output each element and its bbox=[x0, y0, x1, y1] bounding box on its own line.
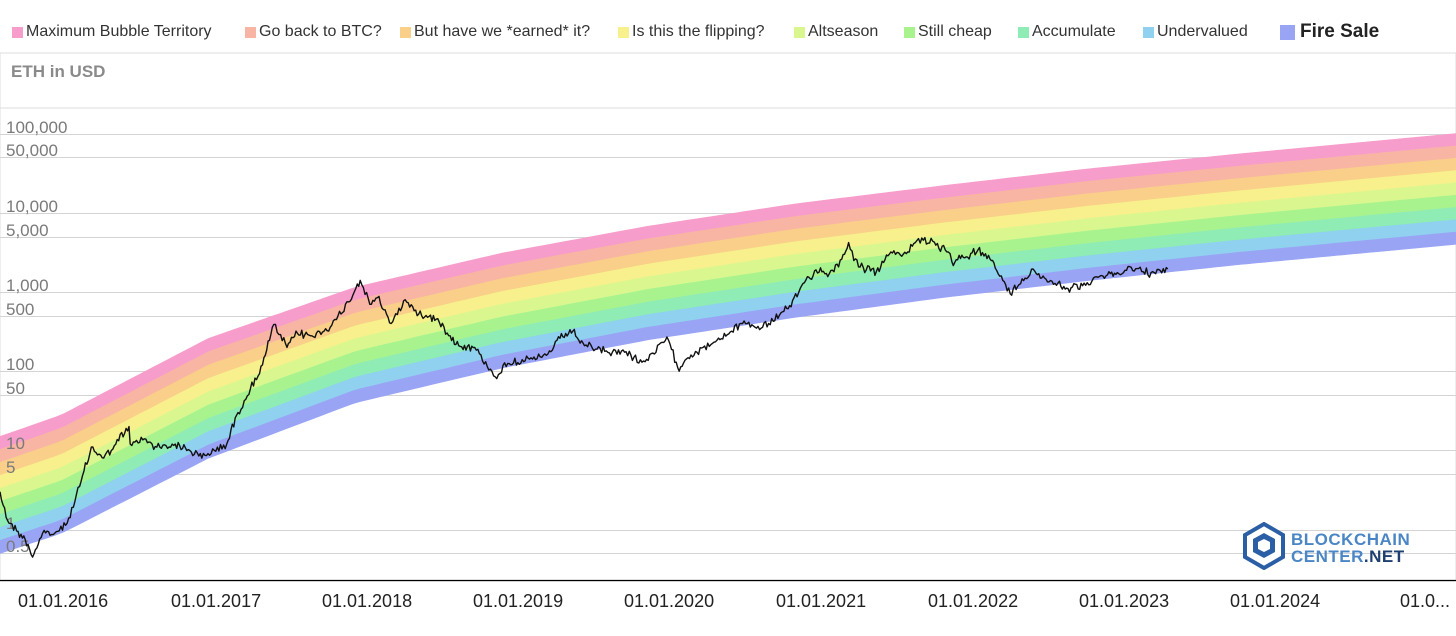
logo-text-center: CENTER bbox=[1291, 547, 1364, 566]
y-tick-label: 500 bbox=[6, 300, 34, 319]
legend-swatch bbox=[1018, 26, 1029, 38]
y-axis-label: ETH in USD bbox=[11, 62, 106, 81]
y-tick-label: 50 bbox=[6, 379, 25, 398]
legend-item[interactable]: Maximum Bubble Territory bbox=[12, 22, 212, 42]
legend-swatch bbox=[400, 26, 411, 38]
legend-item[interactable]: Undervalued bbox=[1143, 22, 1248, 42]
x-tick-label: 01.01.2017 bbox=[171, 591, 261, 611]
x-tick-label: 01.0... bbox=[1400, 591, 1450, 611]
legend-label: Undervalued bbox=[1157, 23, 1248, 40]
legend-swatch bbox=[1280, 24, 1295, 40]
legend-swatch bbox=[12, 26, 23, 38]
legend-item[interactable]: Fire Sale bbox=[1280, 21, 1380, 42]
legend-swatch bbox=[618, 26, 629, 38]
legend-label: Fire Sale bbox=[1300, 21, 1380, 42]
x-tick-label: 01.01.2016 bbox=[18, 591, 108, 611]
chart-legend: Maximum Bubble Territory Go back to BTC? B… bbox=[0, 0, 1456, 54]
y-tick-label: 50,000 bbox=[6, 141, 58, 160]
logo-text-line2: CENTER.NET bbox=[1291, 547, 1405, 567]
rainbow-band bbox=[0, 231, 1456, 554]
y-tick-label: 10 bbox=[6, 434, 25, 453]
x-tick-label: 01.01.2023 bbox=[1079, 591, 1169, 611]
x-axis: 01.01.2016 01.01.2017 01.01.2018 01.01.2019… bbox=[0, 579, 1456, 611]
x-tick-label: 01.01.2021 bbox=[776, 591, 866, 611]
y-tick-label: 100,000 bbox=[6, 118, 67, 137]
y-tick-label: 5 bbox=[6, 458, 15, 477]
legend-item[interactable]: Accumulate bbox=[1018, 22, 1116, 42]
y-tick-label: 1,000 bbox=[6, 276, 49, 295]
legend-swatch bbox=[1143, 26, 1154, 38]
x-tick-label: 01.01.2019 bbox=[473, 591, 563, 611]
x-tick-label: 01.01.2022 bbox=[928, 591, 1018, 611]
legend-label: Maximum Bubble Territory bbox=[26, 23, 212, 40]
legend-label: Go back to BTC? bbox=[259, 23, 382, 40]
y-tick-label: 0.5 bbox=[6, 537, 30, 556]
rainbow-bands bbox=[0, 133, 1456, 554]
blockchaincenter-logo: BLOCKCHAIN CENTER.NET bbox=[1242, 522, 1432, 572]
y-tick-label: 100 bbox=[6, 355, 34, 374]
logo-cube-icon bbox=[1243, 522, 1285, 570]
y-tick-label: 5,000 bbox=[6, 221, 49, 240]
legend-item[interactable]: But have we *earned* it? bbox=[400, 22, 590, 42]
legend-item[interactable]: Altseason bbox=[794, 22, 878, 42]
legend-label: Still cheap bbox=[918, 23, 992, 40]
x-tick-label: 01.01.2018 bbox=[322, 591, 412, 611]
price-series bbox=[0, 236, 1169, 558]
legend-swatch bbox=[794, 26, 805, 38]
legend-item[interactable]: Is this the flipping? bbox=[618, 22, 765, 42]
logo-text-net: .NET bbox=[1363, 547, 1405, 566]
y-tick-label: 10,000 bbox=[6, 197, 58, 216]
legend-item[interactable]: Go back to BTC? bbox=[245, 22, 382, 42]
legend-label: But have we *earned* it? bbox=[414, 23, 591, 40]
x-tick-label: 01.01.2024 bbox=[1230, 591, 1320, 611]
logo-text-line1: BLOCKCHAIN bbox=[1291, 530, 1411, 549]
legend-label: Accumulate bbox=[1032, 23, 1116, 40]
legend-swatch bbox=[904, 26, 915, 38]
legend-item[interactable]: Still cheap bbox=[904, 22, 992, 42]
legend-swatch bbox=[245, 26, 256, 38]
legend-label: Altseason bbox=[808, 23, 879, 40]
x-tick-label: 01.01.2020 bbox=[624, 591, 714, 611]
price-line bbox=[0, 236, 1169, 558]
legend-label: Is this the flipping? bbox=[632, 23, 765, 40]
